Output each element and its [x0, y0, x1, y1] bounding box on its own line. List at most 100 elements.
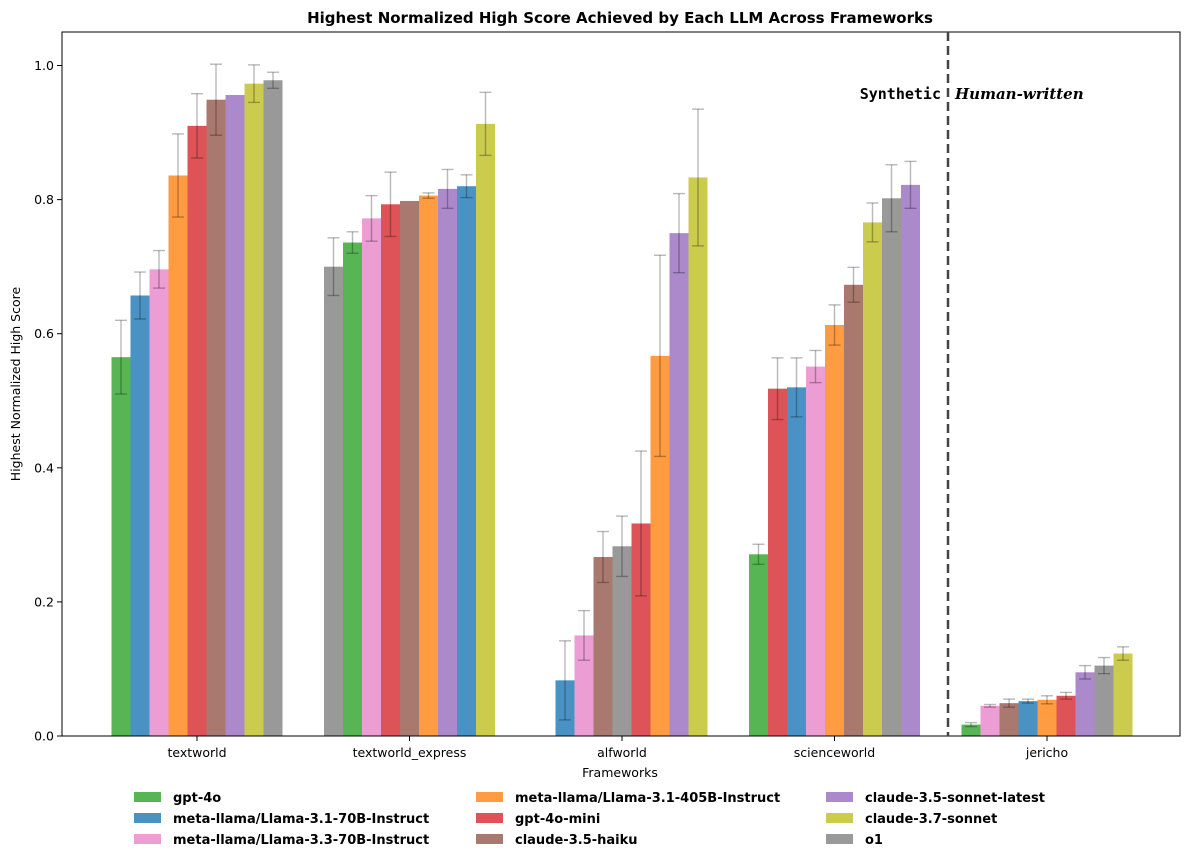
x-axis: textworld textworld_express alfworld scienc… [167, 736, 1068, 760]
bar [263, 80, 283, 736]
legend-label: gpt-4o-mini [515, 812, 600, 827]
bar [206, 99, 226, 737]
error-bar [790, 357, 803, 418]
error-bar [460, 174, 473, 199]
error-bar [267, 71, 279, 90]
error-bar [384, 171, 397, 238]
bar [168, 175, 188, 736]
error-bar [1060, 691, 1072, 700]
legend-label: gpt-4o [173, 791, 221, 806]
bar [612, 546, 632, 736]
x-tick-label: alfworld [597, 745, 647, 760]
error-bar [771, 357, 784, 421]
legend-label: meta-llama/Llama-3.1-70B-Instruct [173, 812, 429, 827]
bar [111, 357, 131, 736]
legend-swatch [476, 792, 503, 802]
bar [1037, 699, 1057, 736]
bar [844, 284, 863, 736]
error-bar [191, 92, 203, 159]
bar [419, 195, 438, 736]
legend-label: claude-3.5-haiku [515, 833, 638, 848]
error-bar [1098, 656, 1110, 675]
legend-label: o1 [865, 833, 883, 848]
bar [863, 222, 882, 737]
legend-item: claude-3.5-sonnet-latest [826, 791, 1045, 806]
error-bar [210, 63, 222, 136]
legend-swatch [134, 834, 161, 844]
error-bar [441, 168, 454, 210]
error-bar [692, 108, 704, 247]
legend-swatch [134, 813, 161, 823]
y-axis: 0.0 0.2 0.4 0.6 0.8 1.0 [34, 58, 62, 744]
error-bar [346, 231, 359, 254]
y-tick-label: 0.2 [34, 594, 54, 609]
error-bar [809, 349, 822, 384]
legend-item: o1 [826, 833, 883, 848]
bar [476, 123, 495, 737]
error-bars-layer [115, 63, 1129, 728]
error-bar [828, 304, 841, 346]
bar [901, 184, 920, 736]
error-bar [134, 271, 146, 320]
y-tick-label: 0.4 [34, 460, 54, 475]
error-bar [365, 194, 378, 242]
bar [787, 387, 806, 736]
bar [400, 200, 419, 736]
error-bar [965, 721, 977, 728]
annotation-human-written: Human-written [954, 85, 1084, 103]
legend-label: meta-llama/Llama-3.1-405B-Instruct [515, 791, 780, 806]
bar [669, 233, 689, 736]
legend-label: meta-llama/Llama-3.3-70B-Instruct [173, 833, 429, 848]
error-bar [1079, 664, 1091, 680]
bar [438, 188, 457, 737]
bar [1113, 653, 1133, 736]
error-bar [984, 703, 996, 708]
x-tick-label: jericho [1025, 745, 1068, 760]
bar [457, 186, 476, 736]
bar [324, 266, 343, 736]
bar [1094, 665, 1114, 736]
bar [806, 366, 825, 736]
error-bar [616, 515, 628, 578]
bar [187, 125, 207, 736]
bar [1056, 695, 1076, 736]
x-tick-label: textworld_express [353, 745, 467, 760]
error-bar [752, 543, 765, 566]
annotation-synthetic: Synthetic [860, 85, 941, 103]
legend-swatch [826, 813, 853, 823]
error-bar [153, 249, 165, 289]
y-tick-label: 1.0 [34, 58, 54, 73]
bar [1075, 672, 1095, 736]
bar [343, 242, 362, 736]
error-bar [422, 192, 435, 199]
error-bar [115, 319, 127, 395]
error-bar [1041, 695, 1053, 705]
legend-item: meta-llama/Llama-3.3-70B-Instruct [134, 833, 429, 848]
bar [631, 523, 651, 736]
error-bar [654, 254, 666, 458]
plot-frame [61, 31, 1181, 737]
legend: gpt-4o meta-llama/Llama-3.1-70B-Instruct m… [134, 791, 1045, 848]
bar [749, 554, 768, 736]
y-axis-label: Highest Normalized High Score [8, 287, 23, 482]
error-bar [1003, 698, 1015, 708]
bar [149, 269, 169, 736]
legend-item: meta-llama/Llama-3.1-405B-Instruct [476, 791, 780, 806]
bar [555, 680, 575, 736]
bar [225, 95, 245, 736]
error-bar [635, 450, 647, 597]
legend-item: claude-3.5-haiku [476, 833, 638, 848]
bar [768, 388, 787, 736]
legend-swatch [476, 813, 503, 823]
bar [980, 705, 1000, 736]
legend-label: claude-3.5-sonnet-latest [865, 791, 1045, 806]
error-bar [673, 192, 685, 274]
legend-swatch [826, 792, 853, 802]
error-bar [904, 160, 917, 210]
legend-swatch [826, 834, 853, 844]
x-tick-label: textworld [167, 745, 226, 760]
error-bar [559, 640, 571, 721]
error-bar [866, 202, 879, 243]
error-bar [1022, 698, 1034, 704]
